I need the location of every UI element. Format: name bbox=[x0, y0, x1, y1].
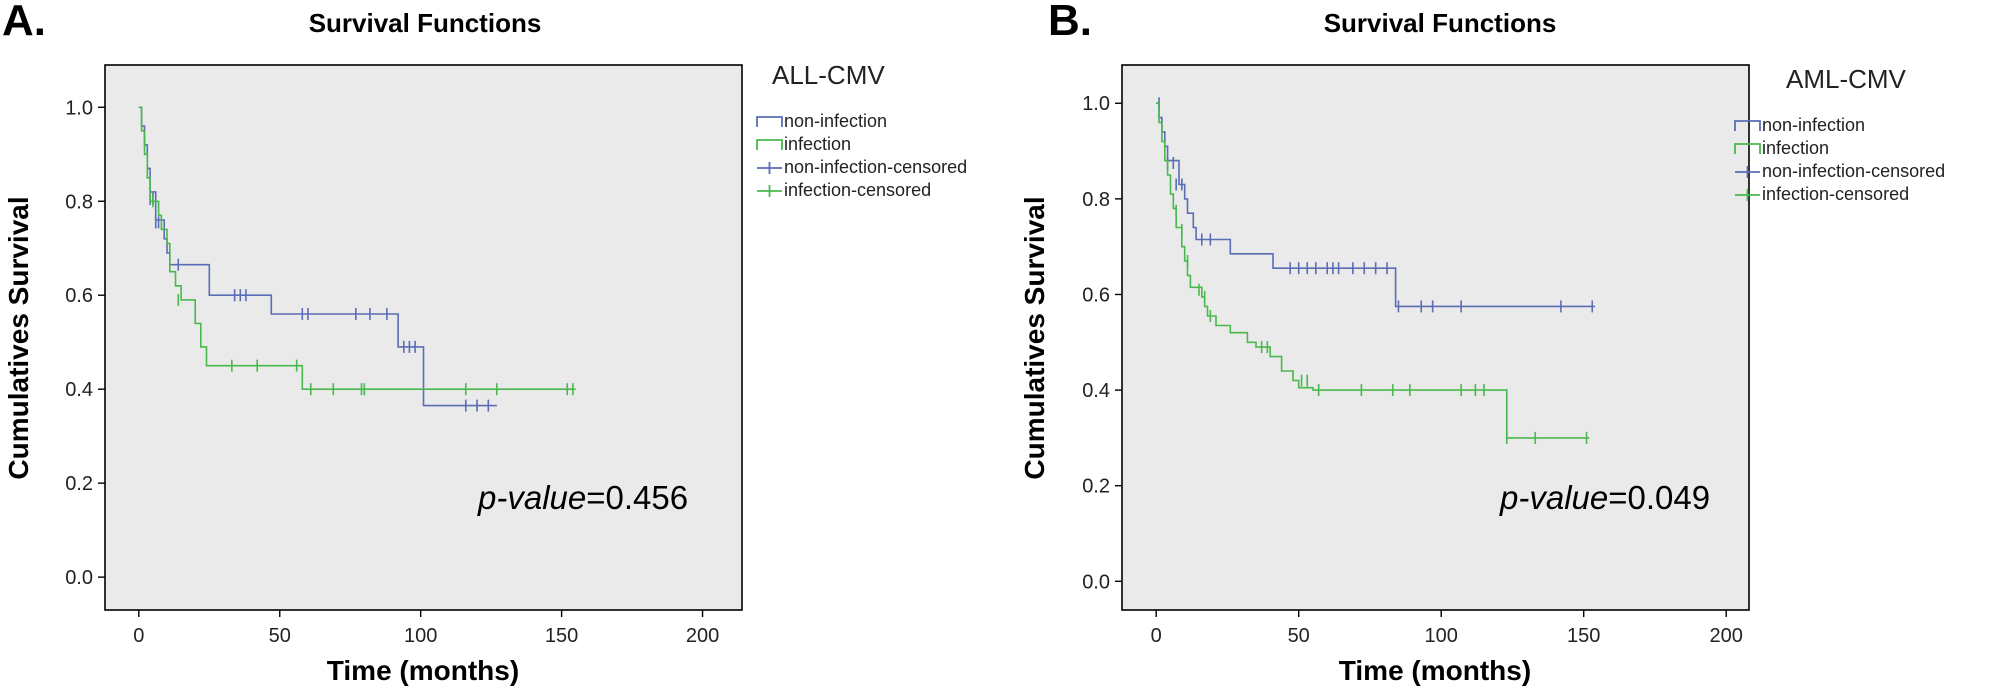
panel-b-legend-entry-non-infection-censored: non-infection-censored bbox=[1735, 161, 1945, 181]
panel-a-legend-label-infection-censored: infection-censored bbox=[784, 180, 931, 200]
panel-b: B. Survival Functions 0.0 0.2 0.4 0.6 0.8 1.0… bbox=[1019, 0, 1945, 686]
panel-b-legend-label-non-infection: non-infection bbox=[1762, 115, 1865, 135]
panel-b-y-axis-title: Cumulatives Survival bbox=[1019, 196, 1050, 479]
panel-a-legend: ALL-CMV non-infection infection non-infe… bbox=[756, 60, 967, 200]
panel-b-p-value-number: =0.049 bbox=[1608, 479, 1710, 516]
panel-b-y-tick-label-1: 0.2 bbox=[1082, 476, 1110, 498]
panel-a-x-tick-label-2: 100 bbox=[404, 625, 437, 647]
panel-b-series bbox=[1156, 97, 1596, 444]
panel-a-legend-symbol-non-infection bbox=[756, 116, 783, 127]
panel-b-legend-entry-infection: infection bbox=[1734, 138, 1829, 158]
panel-b-legend-line-non-infection bbox=[1734, 120, 1761, 131]
panel-b-x-tick-label-0: 0 bbox=[1151, 625, 1162, 647]
panel-a-y-ticks: 0.0 0.2 0.4 0.6 0.8 1.0 bbox=[65, 97, 105, 589]
panel-a-title: Survival Functions bbox=[309, 8, 542, 38]
panel-b-legend-entry-infection-censored: infection-censored bbox=[1735, 184, 1909, 204]
panel-a-p-value-label: p-value bbox=[477, 479, 586, 516]
panel-b-legend-label-non-infection-censored: non-infection-censored bbox=[1762, 161, 1945, 181]
panel-a-x-ticks: 0 50 100 150 200 bbox=[133, 610, 719, 647]
panel-a-y-tick-label-3: 0.6 bbox=[65, 285, 93, 307]
panel-b-x-tick-label-4: 200 bbox=[1710, 625, 1743, 647]
panel-b-legend-symbol-non-infection-censored bbox=[1735, 166, 1760, 178]
panel-b-x-ticks: 0 50 100 150 200 bbox=[1151, 610, 1743, 647]
panel-a-legend-symbol-infection-censored bbox=[757, 185, 782, 197]
panel-b-legend: AML-CMV non-infection infection non-infe… bbox=[1734, 64, 1945, 204]
panel-a-legend-label-infection: infection bbox=[784, 134, 851, 154]
panel-b-legend-label-infection-censored: infection-censored bbox=[1762, 184, 1909, 204]
panel-a-x-axis-title: Time (months) bbox=[327, 655, 519, 686]
panel-a-plot-area bbox=[104, 64, 743, 611]
panel-b-legend-title: AML-CMV bbox=[1786, 64, 1907, 94]
panel-a-y-tick-label-0: 0.0 bbox=[65, 567, 93, 589]
panel-b-y-ticks: 0.0 0.2 0.4 0.6 0.8 1.0 bbox=[1082, 93, 1122, 593]
panel-b-legend-symbol-non-infection bbox=[1734, 120, 1761, 131]
panel-b-plot-area bbox=[1121, 64, 1750, 611]
panel-b-x-axis-title: Time (months) bbox=[1339, 655, 1531, 686]
panel-a-y-tick-label-1: 0.2 bbox=[65, 473, 93, 495]
panel-a-legend-label-non-infection-censored: non-infection-censored bbox=[784, 157, 967, 177]
panel-a-infection-curve bbox=[138, 106, 576, 390]
panel-a: A. Survival Functions 0.0 0.2 0.4 0.6 0.8 1.0… bbox=[2, 0, 967, 686]
panel-b-legend-entry-non-infection: non-infection bbox=[1734, 115, 1865, 135]
panel-a-x-tick-label-3: 150 bbox=[545, 625, 578, 647]
panel-a-label: A. bbox=[2, 0, 46, 45]
panel-a-legend-symbol-non-infection-censored bbox=[757, 162, 782, 174]
panel-b-legend-symbol-infection bbox=[1734, 143, 1761, 154]
panel-a-p-value: p-value=0.456 bbox=[477, 479, 688, 516]
panel-b-y-tick-label-2: 0.4 bbox=[1082, 380, 1110, 402]
panel-b-p-value: p-value=0.049 bbox=[1499, 479, 1710, 516]
panel-a-series bbox=[138, 106, 576, 412]
panel-a-legend-entry-non-infection-censored: non-infection-censored bbox=[757, 157, 967, 177]
panel-a-y-axis-title: Cumulatives Survival bbox=[3, 196, 34, 479]
panel-b-y-tick-label-3: 0.6 bbox=[1082, 284, 1110, 306]
panel-b-x-tick-label-2: 100 bbox=[1425, 625, 1458, 647]
panel-a-y-tick-label-2: 0.4 bbox=[65, 379, 93, 401]
panel-a-x-tick-label-1: 50 bbox=[269, 625, 291, 647]
panel-b-y-tick-label-0: 0.0 bbox=[1082, 571, 1110, 593]
panel-a-legend-entry-infection: infection bbox=[756, 134, 851, 154]
panel-b-infection-curve bbox=[1156, 102, 1590, 439]
panel-b-y-tick-label-5: 1.0 bbox=[1082, 93, 1110, 115]
panel-a-legend-line-non-infection bbox=[756, 116, 783, 127]
panel-a-legend-title: ALL-CMV bbox=[772, 60, 885, 90]
panel-a-y-tick-label-5: 1.0 bbox=[65, 97, 93, 119]
panel-b-title: Survival Functions bbox=[1324, 8, 1557, 38]
panel-b-legend-label-infection: infection bbox=[1762, 138, 1829, 158]
panel-a-legend-entry-non-infection: non-infection bbox=[756, 111, 887, 131]
panel-b-legend-line-infection bbox=[1734, 143, 1761, 154]
panel-b-x-tick-label-1: 50 bbox=[1288, 625, 1310, 647]
panel-a-x-tick-label-0: 0 bbox=[133, 625, 144, 647]
panel-a-legend-symbol-infection bbox=[756, 139, 783, 150]
panel-b-label: B. bbox=[1048, 0, 1092, 45]
panel-a-legend-label-non-infection: non-infection bbox=[784, 111, 887, 131]
panel-b-p-value-label: p-value bbox=[1499, 479, 1608, 516]
panel-a-x-tick-label-4: 200 bbox=[686, 625, 719, 647]
panel-a-y-tick-label-4: 0.8 bbox=[65, 191, 93, 213]
panel-a-legend-entry-infection-censored: infection-censored bbox=[757, 180, 931, 200]
panel-a-legend-line-infection bbox=[756, 139, 783, 150]
panel-b-y-tick-label-4: 0.8 bbox=[1082, 189, 1110, 211]
panel-b-x-tick-label-3: 150 bbox=[1567, 625, 1600, 647]
panel-b-legend-symbol-infection-censored bbox=[1735, 189, 1760, 201]
panel-a-p-value-number: =0.456 bbox=[586, 479, 688, 516]
